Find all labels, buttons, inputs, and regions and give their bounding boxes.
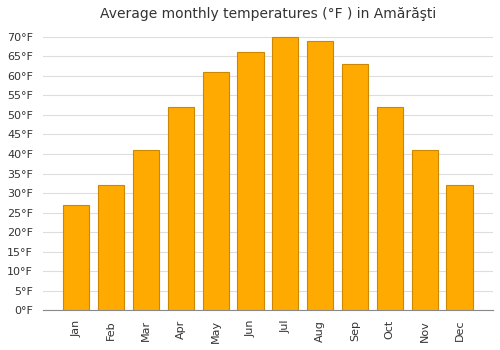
Bar xyxy=(98,185,124,310)
Bar xyxy=(377,107,403,310)
Bar xyxy=(133,150,159,310)
Bar xyxy=(63,205,90,310)
Bar xyxy=(307,41,333,310)
Bar xyxy=(412,150,438,310)
Bar xyxy=(238,52,264,310)
Bar xyxy=(446,185,472,310)
Title: Average monthly temperatures (°F ) in Amărăşti: Average monthly temperatures (°F ) in Am… xyxy=(100,7,436,21)
Bar xyxy=(202,72,228,310)
Bar xyxy=(168,107,194,310)
Bar xyxy=(272,37,298,310)
Bar xyxy=(342,64,368,310)
